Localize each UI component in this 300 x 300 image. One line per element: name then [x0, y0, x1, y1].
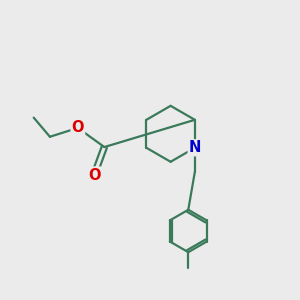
- Text: O: O: [72, 120, 84, 135]
- Text: O: O: [88, 167, 100, 182]
- Text: N: N: [189, 140, 201, 155]
